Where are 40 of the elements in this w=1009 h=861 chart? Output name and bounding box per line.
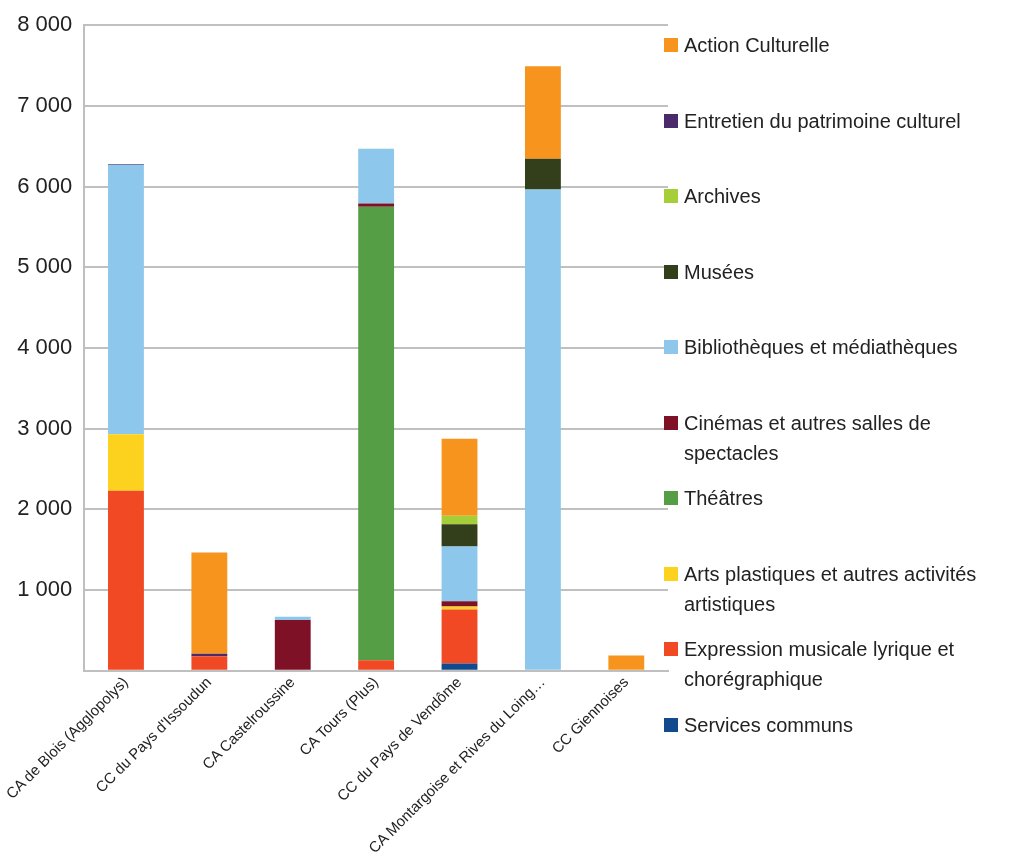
bar bbox=[441, 515, 478, 525]
bar bbox=[274, 619, 311, 670]
bar bbox=[524, 158, 561, 190]
bar bbox=[441, 663, 478, 670]
bar bbox=[358, 660, 395, 670]
bar bbox=[524, 66, 561, 159]
bar bbox=[358, 203, 395, 207]
legend-label: Services communs bbox=[684, 712, 853, 738]
bar bbox=[274, 616, 311, 620]
legend-label: Musées bbox=[684, 259, 755, 285]
y-tick-label: 3 000 bbox=[17, 414, 73, 440]
y-tick-label: 8 000 bbox=[17, 11, 73, 37]
y-tick-label: 2 000 bbox=[17, 495, 73, 521]
y-tick-label: 7 000 bbox=[17, 91, 73, 117]
bar bbox=[441, 601, 478, 607]
bar bbox=[441, 546, 478, 602]
legend-label: Action Culturelle bbox=[684, 33, 830, 58]
bar bbox=[108, 164, 144, 435]
bar bbox=[108, 490, 144, 670]
y-tick-label: 1 000 bbox=[17, 576, 73, 602]
y-tick-label: 4 000 bbox=[17, 334, 73, 360]
bar bbox=[441, 524, 478, 547]
legend-label: Expression musicale lyrique et chorégraphique bbox=[684, 637, 956, 693]
legend-label: Archives bbox=[684, 184, 761, 210]
y-tick-label: 5 000 bbox=[17, 253, 73, 279]
legend-label: Arts plastiques et autres activités artistiques bbox=[684, 561, 978, 617]
legend-label: Entretien du patrimoine culturel bbox=[684, 108, 961, 134]
bar bbox=[524, 189, 561, 670]
legend-label: Théâtres bbox=[684, 486, 763, 512]
bar bbox=[441, 438, 478, 516]
bar bbox=[191, 552, 228, 654]
bar bbox=[191, 656, 228, 670]
legend-label: Bibliothèques et médiathèques bbox=[684, 335, 958, 361]
bar bbox=[358, 206, 395, 661]
bar bbox=[441, 609, 478, 664]
bar bbox=[608, 655, 645, 670]
bar bbox=[358, 148, 395, 204]
y-tick-label: 6 000 bbox=[17, 172, 73, 198]
legend-label: Cinémas et autres salles de spectacles bbox=[684, 410, 932, 466]
bar bbox=[108, 434, 144, 491]
